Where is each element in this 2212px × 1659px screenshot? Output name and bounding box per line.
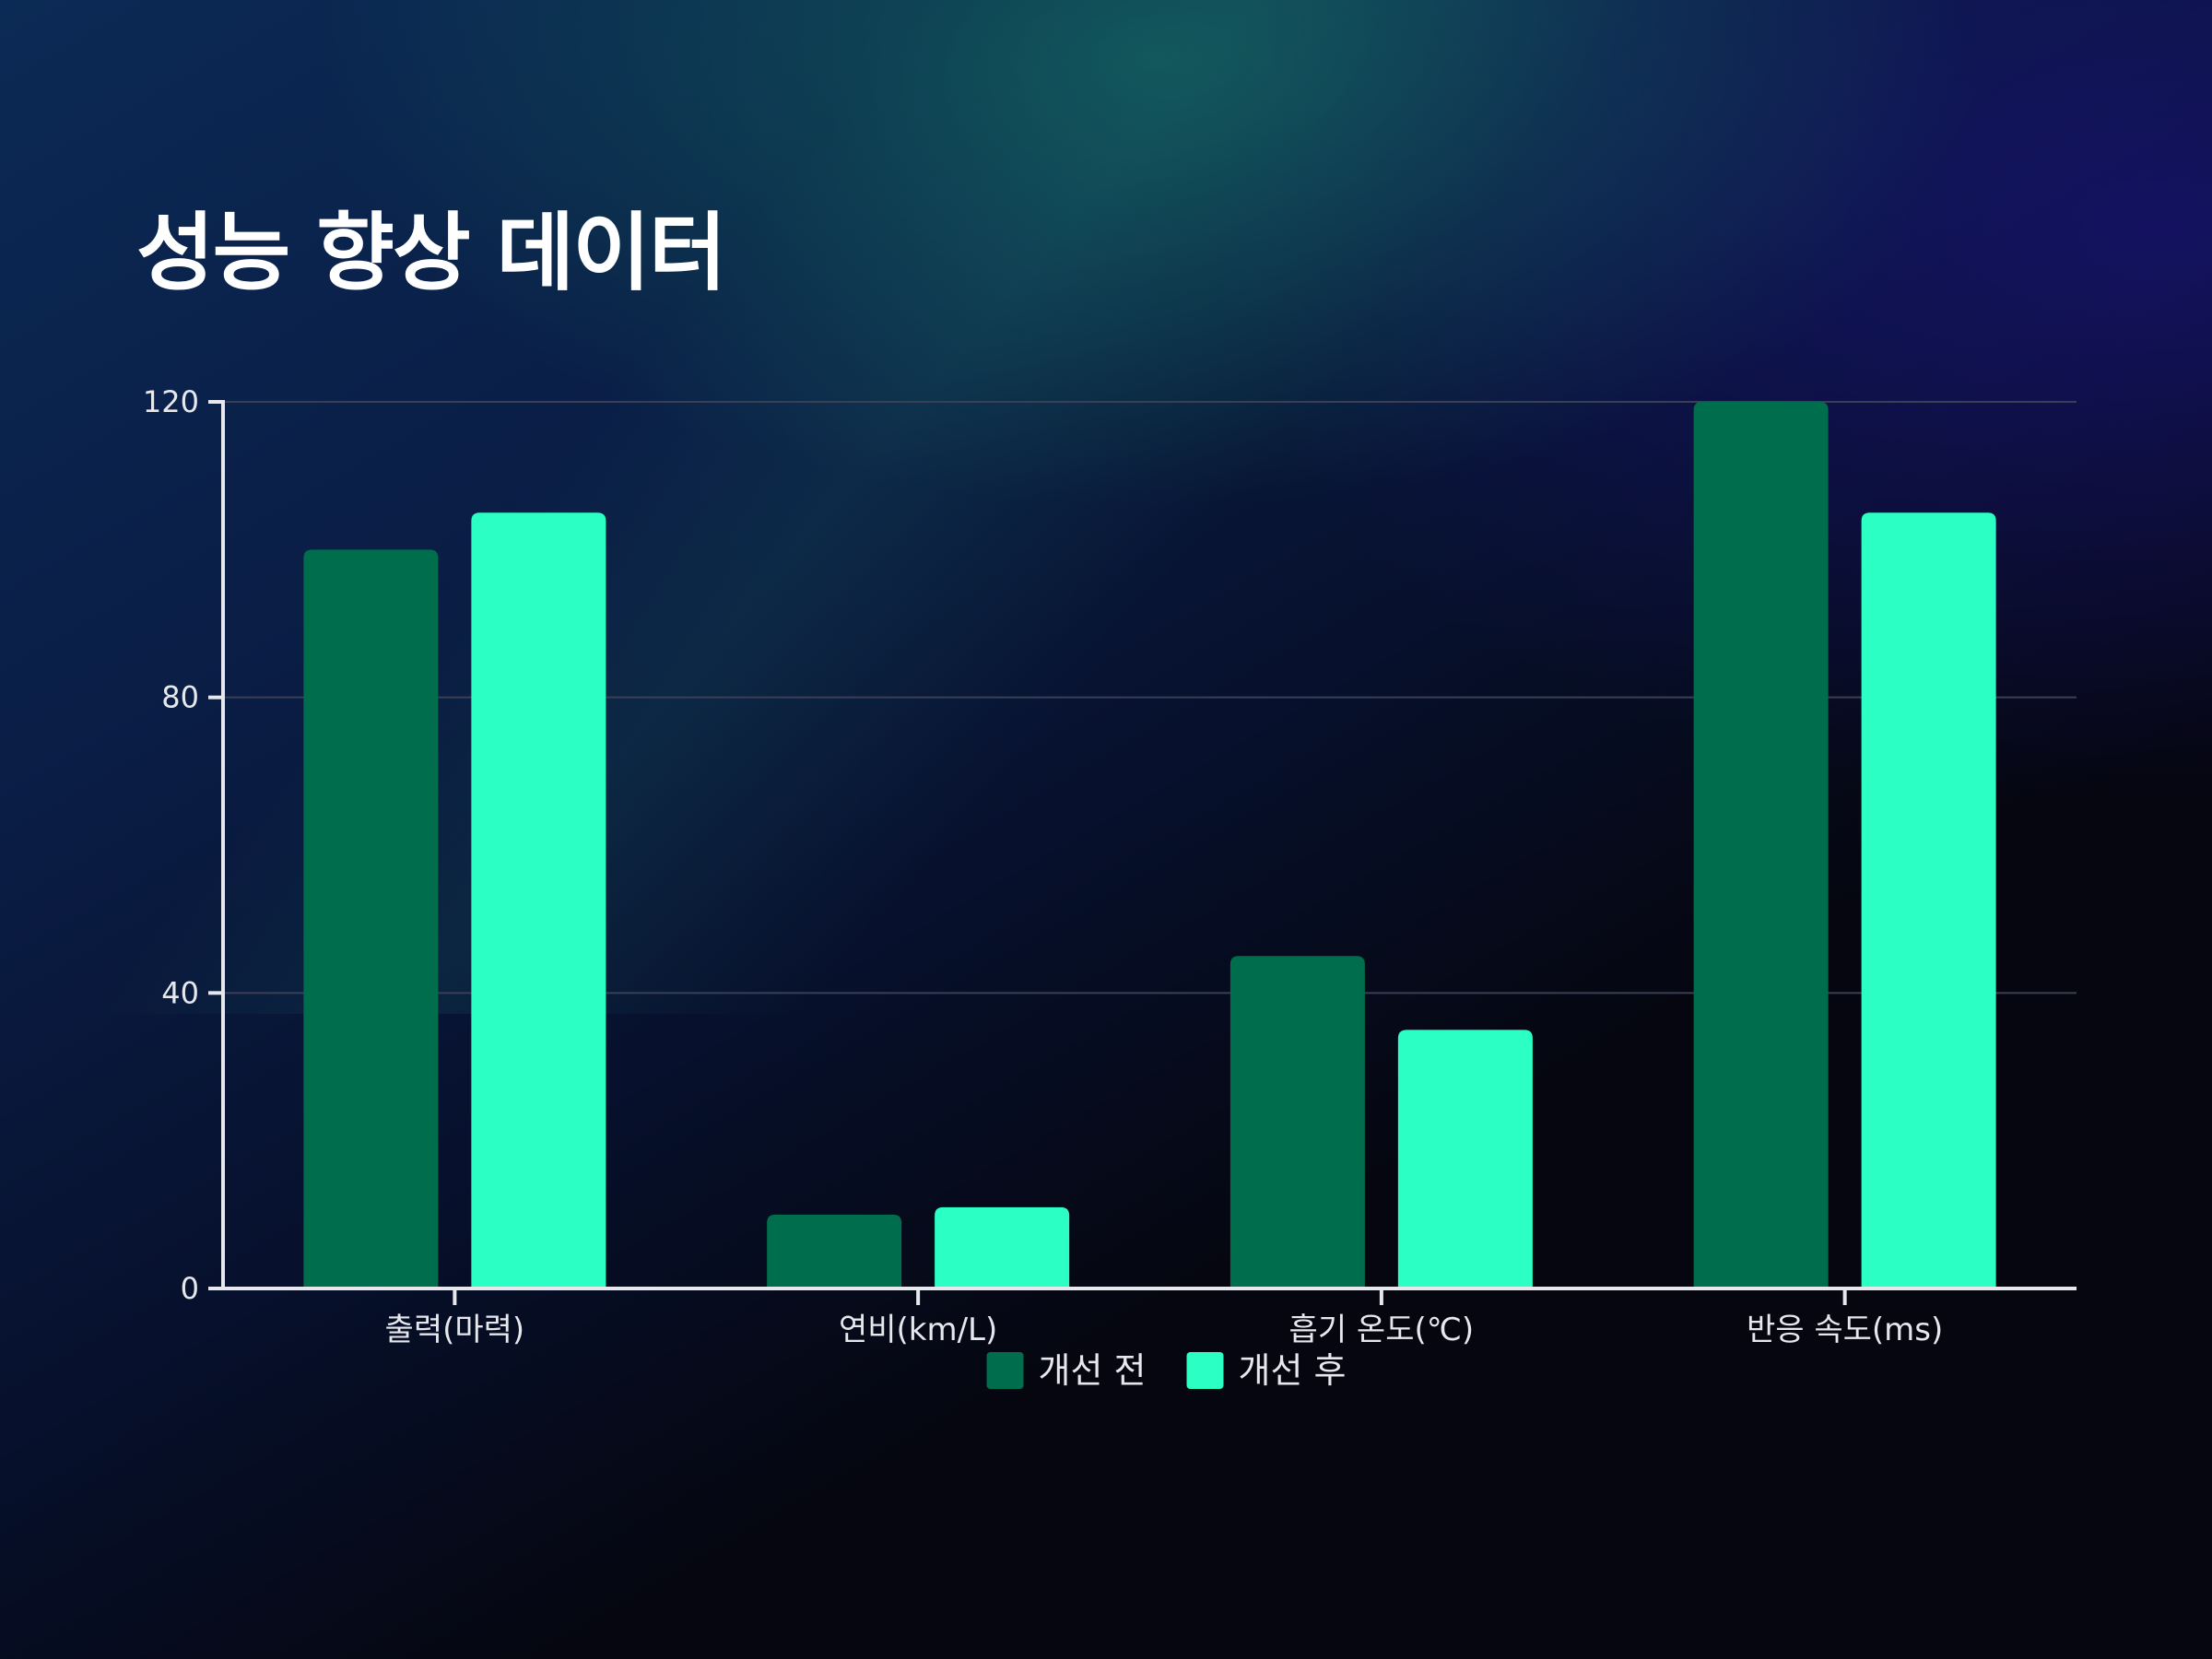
bar [1861,512,1996,1288]
bar [303,549,439,1288]
legend: 개선 전 개선 후 [986,1350,1347,1391]
axis-labels: 0 40 80 120 출력(마력) 연비(km/L) 흡기 온도(℃) 반응 속도(ms) [143,384,1943,1348]
y-tick-label: 80 [161,680,199,715]
bar [935,1206,1070,1288]
axes [208,400,2077,1305]
bar [1693,402,1829,1288]
bar [1230,956,1365,1288]
x-tick-label: 출력(마력) [385,1312,525,1348]
y-tick-label: 40 [161,975,199,1010]
bars [303,402,1996,1288]
y-tick-label: 0 [181,1271,199,1306]
legend-label: 개선 후 [1239,1350,1347,1391]
bar [767,1214,902,1288]
bar [471,512,606,1288]
x-tick-label: 반응 속도(ms) [1747,1312,1943,1348]
y-tick-label: 120 [143,384,199,419]
x-tick-label: 흡기 온도(℃) [1289,1312,1475,1348]
slide-title: 성능 향상 데이터 [136,204,727,302]
legend-item: 개선 전 [986,1350,1147,1391]
legend-label: 개선 전 [1039,1350,1147,1391]
legend-item: 개선 후 [1186,1350,1347,1391]
legend-swatch [986,1352,1024,1389]
legend-swatch [1186,1352,1224,1389]
x-tick-label: 연비(km/L) [839,1312,997,1348]
bar [1397,1030,1533,1288]
